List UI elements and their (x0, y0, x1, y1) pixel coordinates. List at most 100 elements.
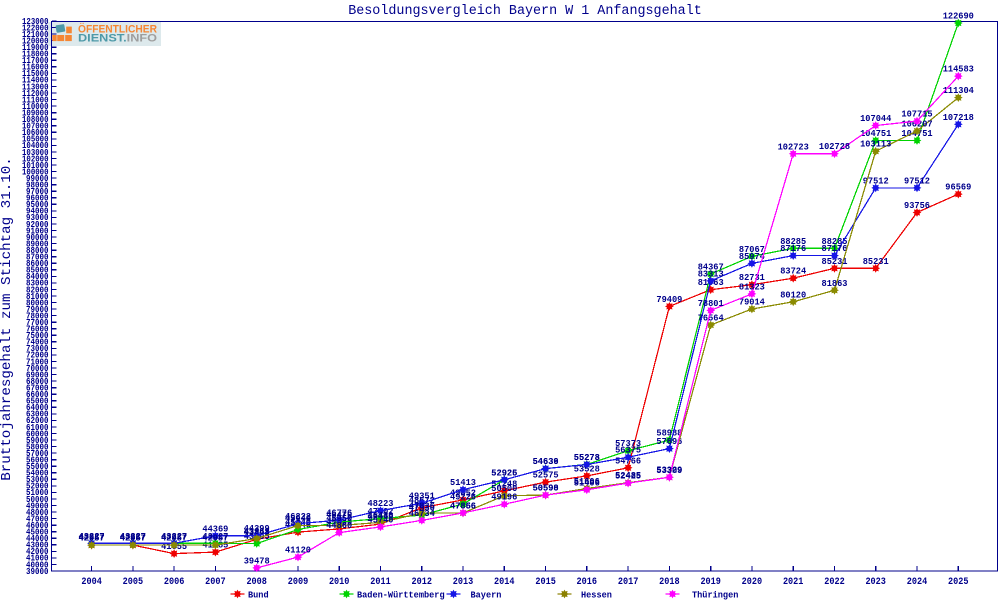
svg-text:ÖFFENTLICHER: ÖFFENTLICHER (78, 23, 157, 36)
svg-text:94000: 94000 (26, 206, 49, 217)
svg-text:89000: 89000 (26, 238, 49, 249)
svg-text:53309: 53309 (656, 465, 682, 476)
svg-text:52485: 52485 (615, 470, 641, 481)
svg-text:42957: 42957 (79, 533, 105, 544)
svg-text:50590: 50590 (533, 483, 559, 494)
svg-text:48223: 48223 (368, 498, 394, 509)
svg-text:2020: 2020 (742, 576, 763, 587)
svg-text:2016: 2016 (577, 576, 598, 587)
svg-text:78801: 78801 (698, 298, 724, 309)
svg-text:48000: 48000 (26, 507, 49, 518)
svg-text:88285: 88285 (822, 236, 848, 247)
svg-text:81000: 81000 (26, 291, 49, 302)
svg-text:47530: 47530 (409, 503, 435, 514)
svg-text:113000: 113000 (22, 81, 49, 92)
svg-text:116000: 116000 (22, 62, 49, 73)
svg-text:74000: 74000 (26, 337, 49, 348)
svg-text:104000: 104000 (22, 140, 49, 151)
svg-text:Bruttojahresgehalt zum Stichta: Bruttojahresgehalt zum Stichtag 31.10. (0, 157, 15, 481)
svg-text:Hessen: Hessen (581, 589, 612, 600)
svg-text:60000: 60000 (26, 428, 49, 439)
svg-text:107715: 107715 (901, 109, 932, 120)
svg-text:58000: 58000 (26, 441, 49, 452)
svg-text:45740: 45740 (368, 514, 394, 525)
svg-text:2023: 2023 (865, 576, 886, 587)
svg-text:108000: 108000 (22, 114, 49, 125)
svg-text:83000: 83000 (26, 278, 49, 289)
svg-text:39478: 39478 (244, 555, 270, 566)
svg-text:52925: 52925 (491, 467, 517, 478)
svg-text:43000: 43000 (26, 540, 49, 551)
svg-text:42000: 42000 (26, 546, 49, 557)
svg-text:2018: 2018 (659, 576, 680, 587)
svg-text:87067: 87067 (739, 244, 765, 255)
svg-text:2021: 2021 (783, 576, 804, 587)
svg-text:80120: 80120 (780, 289, 806, 300)
svg-text:91000: 91000 (26, 225, 49, 236)
svg-text:84000: 84000 (26, 271, 49, 282)
svg-text:54639: 54639 (533, 456, 559, 467)
svg-text:45940: 45940 (285, 513, 311, 524)
svg-text:97512: 97512 (863, 175, 889, 186)
svg-text:44369: 44369 (202, 523, 228, 534)
svg-text:120000: 120000 (22, 35, 49, 46)
svg-text:87000: 87000 (26, 252, 49, 263)
svg-text:63000: 63000 (26, 409, 49, 420)
svg-text:44860: 44860 (326, 520, 352, 531)
svg-text:46430: 46430 (368, 510, 394, 521)
svg-text:2013: 2013 (453, 576, 474, 587)
svg-text:51413: 51413 (450, 477, 476, 488)
svg-text:49196: 49196 (491, 492, 517, 503)
svg-text:43227: 43227 (79, 531, 105, 542)
svg-text:110000: 110000 (22, 101, 49, 112)
svg-text:2004: 2004 (81, 576, 102, 587)
svg-text:42957: 42957 (202, 533, 228, 544)
svg-text:70000: 70000 (26, 363, 49, 374)
svg-text:52926: 52926 (491, 467, 517, 478)
svg-text:43227: 43227 (79, 531, 105, 542)
svg-text:50500: 50500 (491, 483, 517, 494)
svg-text:2010: 2010 (329, 576, 350, 587)
svg-text:101000: 101000 (22, 160, 49, 171)
svg-text:50598: 50598 (533, 483, 559, 494)
svg-text:2019: 2019 (700, 576, 721, 587)
svg-text:55278: 55278 (574, 452, 600, 463)
svg-text:102723: 102723 (778, 141, 809, 152)
svg-text:117000: 117000 (22, 55, 49, 66)
svg-text:2006: 2006 (164, 576, 185, 587)
svg-text:80000: 80000 (26, 297, 49, 308)
svg-text:2011: 2011 (370, 576, 391, 587)
svg-text:85000: 85000 (26, 265, 49, 276)
svg-text:81863: 81863 (822, 278, 848, 289)
svg-text:114000: 114000 (22, 75, 49, 86)
svg-text:51606: 51606 (574, 476, 600, 487)
svg-text:DIENST.INFO: DIENST. INFO (78, 33, 157, 45)
svg-text:118000: 118000 (22, 49, 49, 60)
svg-text:47866: 47866 (450, 500, 476, 511)
svg-text:47856: 47856 (450, 501, 476, 512)
svg-text:53000: 53000 (26, 474, 49, 485)
svg-text:52000: 52000 (26, 481, 49, 492)
svg-text:42957: 42957 (120, 533, 146, 544)
svg-text:115000: 115000 (22, 68, 49, 79)
svg-text:54000: 54000 (26, 468, 49, 479)
svg-text:51000: 51000 (26, 487, 49, 498)
svg-text:72000: 72000 (26, 350, 49, 361)
svg-text:121000: 121000 (22, 29, 49, 40)
svg-text:82731: 82731 (739, 272, 765, 283)
svg-text:88000: 88000 (26, 245, 49, 256)
svg-text:57696: 57696 (656, 436, 682, 447)
svg-text:2012: 2012 (412, 576, 433, 587)
svg-text:57000: 57000 (26, 448, 49, 459)
svg-text:49226: 49226 (450, 492, 476, 503)
svg-text:43963: 43963 (244, 526, 270, 537)
svg-text:46470: 46470 (326, 510, 352, 521)
svg-text:49351: 49351 (409, 491, 435, 502)
svg-text:45950: 45950 (326, 513, 352, 524)
svg-text:85974: 85974 (739, 251, 765, 262)
svg-text:85231: 85231 (822, 256, 848, 267)
svg-text:64000: 64000 (26, 402, 49, 413)
svg-text:85231: 85231 (863, 256, 889, 267)
svg-text:50000: 50000 (26, 494, 49, 505)
svg-text:42957: 42957 (161, 533, 187, 544)
